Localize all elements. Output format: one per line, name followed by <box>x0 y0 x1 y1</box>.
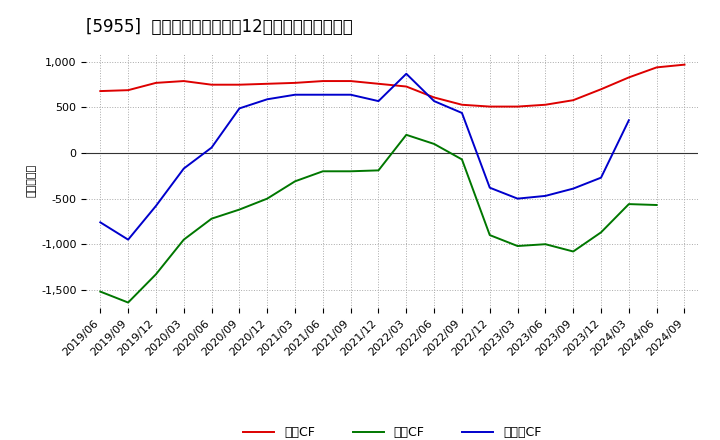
Legend: 営業CF, 投資CF, フリーCF: 営業CF, 投資CF, フリーCF <box>238 422 546 440</box>
投資CF <box>597 230 606 235</box>
投資CF <box>179 237 188 242</box>
営業CF <box>569 98 577 103</box>
Line: フリーCF: フリーCF <box>100 74 629 240</box>
営業CF <box>235 82 243 87</box>
営業CF <box>513 104 522 109</box>
投資CF <box>96 289 104 294</box>
フリーCF <box>346 92 355 97</box>
フリーCF <box>179 166 188 171</box>
フリーCF <box>513 196 522 201</box>
営業CF <box>652 65 661 70</box>
営業CF <box>624 75 633 80</box>
営業CF <box>597 87 606 92</box>
投資CF <box>318 169 327 174</box>
フリーCF <box>485 185 494 191</box>
営業CF <box>374 81 383 86</box>
フリーCF <box>152 203 161 209</box>
営業CF <box>96 88 104 94</box>
投資CF <box>235 207 243 212</box>
投資CF <box>207 216 216 221</box>
営業CF <box>458 102 467 107</box>
営業CF <box>207 82 216 87</box>
投資CF <box>485 232 494 238</box>
投資CF <box>346 169 355 174</box>
営業CF <box>263 81 271 86</box>
営業CF <box>124 88 132 93</box>
投資CF <box>402 132 410 137</box>
フリーCF <box>569 186 577 191</box>
投資CF <box>430 141 438 147</box>
営業CF <box>402 84 410 89</box>
フリーCF <box>96 220 104 225</box>
営業CF <box>346 78 355 84</box>
投資CF <box>263 196 271 201</box>
営業CF <box>152 80 161 85</box>
Text: [5955]  キャッシュフローの12か月移動合計の推移: [5955] キャッシュフローの12か月移動合計の推移 <box>86 18 353 36</box>
投資CF <box>624 202 633 207</box>
投資CF <box>374 168 383 173</box>
フリーCF <box>430 99 438 104</box>
フリーCF <box>374 99 383 104</box>
営業CF <box>179 78 188 84</box>
フリーCF <box>318 92 327 97</box>
投資CF <box>291 179 300 184</box>
フリーCF <box>541 193 550 198</box>
投資CF <box>513 243 522 249</box>
営業CF <box>430 95 438 100</box>
投資CF <box>152 271 161 277</box>
フリーCF <box>124 237 132 242</box>
フリーCF <box>624 117 633 123</box>
営業CF <box>680 62 689 67</box>
営業CF <box>485 104 494 109</box>
フリーCF <box>235 106 243 111</box>
投資CF <box>569 249 577 254</box>
営業CF <box>318 78 327 84</box>
Text: （百万円）: （百万円） <box>27 164 36 197</box>
フリーCF <box>597 175 606 180</box>
Line: 営業CF: 営業CF <box>100 65 685 106</box>
営業CF <box>291 80 300 85</box>
フリーCF <box>263 97 271 102</box>
投資CF <box>458 157 467 162</box>
フリーCF <box>402 71 410 77</box>
投資CF <box>652 202 661 208</box>
投資CF <box>124 300 132 305</box>
投資CF <box>541 242 550 247</box>
フリーCF <box>291 92 300 97</box>
フリーCF <box>458 110 467 116</box>
Line: 投資CF: 投資CF <box>100 135 657 303</box>
営業CF <box>541 102 550 107</box>
フリーCF <box>207 145 216 150</box>
